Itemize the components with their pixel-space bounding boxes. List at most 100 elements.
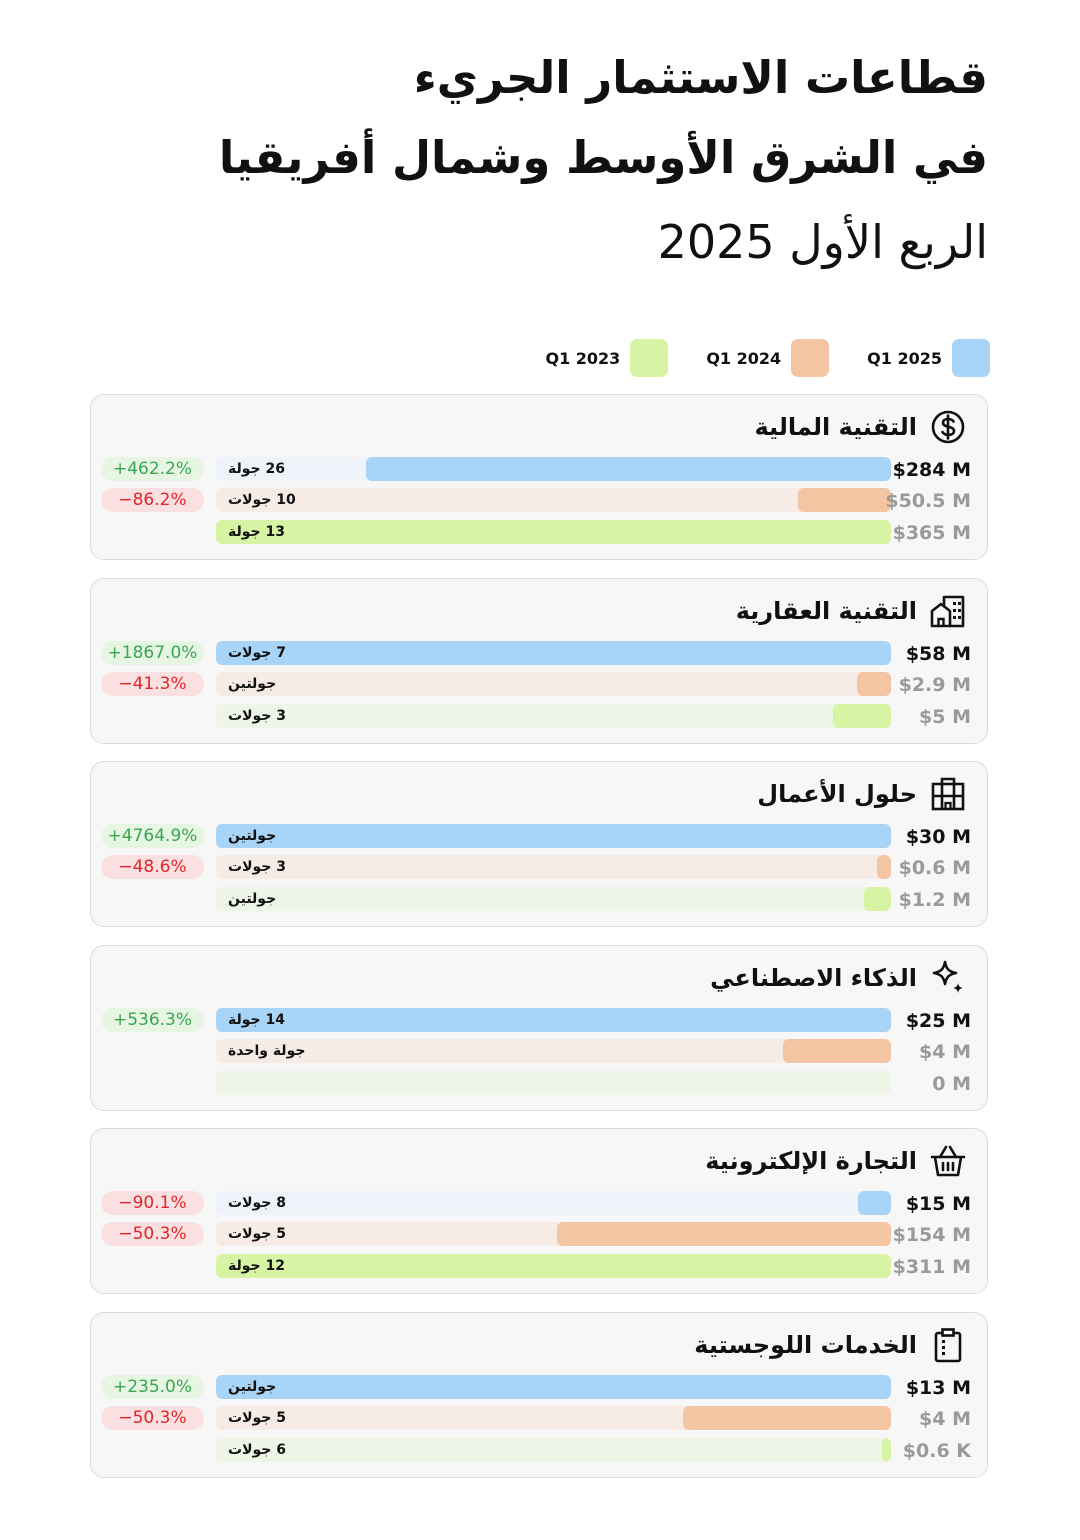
- rounds-label: 3 جولات: [228, 707, 286, 724]
- value-label: $0.6 M: [898, 857, 971, 879]
- value-label: $1.2 M: [898, 889, 971, 911]
- sector-card: التقنية العقارية 7 جولات $58 M +1867.0% جولت…: [90, 577, 989, 744]
- value-label: $25 M: [905, 1009, 971, 1032]
- value-label: $13 M: [905, 1376, 971, 1399]
- bar: [683, 1405, 891, 1430]
- bar-row: 13 جولة $365 M: [91, 520, 989, 544]
- rounds-label: 13 جولة: [228, 524, 285, 540]
- sector-header: حلول الأعمال: [757, 774, 967, 814]
- bar-row: 14 جولة $25 M +536.3%: [91, 1007, 989, 1032]
- bar-track: 13 جولة: [216, 520, 891, 544]
- value-label: 0 M: [932, 1072, 971, 1095]
- bar-row: 3 جولات $0.6 M −48.6%: [91, 855, 989, 879]
- bar: [557, 1222, 891, 1246]
- bar: [216, 1007, 891, 1032]
- value-label: $0.6 K: [902, 1439, 971, 1462]
- sector-name: حلول الأعمال: [757, 780, 917, 808]
- bar-row: 5 جولات $154 M −50.3%: [91, 1222, 989, 1246]
- value-label: $4 M: [919, 1040, 971, 1063]
- bar-row: 6 جولات $0.6 K: [91, 1437, 989, 1462]
- change-badge: +4764.9%: [101, 824, 204, 848]
- rounds-label: جولتين: [228, 891, 277, 907]
- rounds-label: 6 جولات: [228, 1441, 286, 1458]
- rounds-label: جولتين: [228, 675, 277, 692]
- bar: [216, 640, 891, 665]
- legend-item-q1-2023: Q1 2023: [545, 339, 669, 377]
- bar-row: جولتين $2.9 M −41.3%: [91, 671, 989, 696]
- sector-name: الذكاء الاصطناعي: [710, 963, 917, 992]
- dollar-icon: [917, 408, 967, 446]
- sector-card: حلول الأعمال جولتين $30 M +4764.9% 3 جولات $0…: [90, 761, 988, 927]
- bar: [216, 1254, 891, 1278]
- value-label: $154 M: [892, 1224, 971, 1246]
- change-badge: −90.1%: [101, 1191, 204, 1215]
- rounds-label: 14 جولة: [228, 1011, 285, 1028]
- rounds-label: 5 جولات: [228, 1409, 286, 1426]
- bar-row: 3 جولات $5 M: [91, 703, 989, 728]
- sector-header: الخدمات اللوجستية: [694, 1325, 967, 1365]
- value-label: $30 M: [905, 826, 971, 848]
- bar-track: 5 جولات: [216, 1222, 891, 1246]
- bar-track: 3 جولات: [216, 855, 891, 879]
- rounds-label: 5 جولات: [228, 1226, 286, 1242]
- sparkle-icon: [917, 959, 967, 997]
- bar-track: 8 جولات: [216, 1191, 891, 1215]
- bar-row: جولة واحدة $4 M: [91, 1038, 989, 1063]
- change-badge: −50.3%: [101, 1222, 204, 1246]
- value-label: $50.5 M: [885, 490, 971, 512]
- bar: [858, 1191, 891, 1215]
- change-badge: −41.3%: [101, 671, 204, 696]
- rounds-label: جولتين: [228, 1378, 277, 1395]
- clipboard-icon: [917, 1326, 967, 1364]
- bar-track: جولتين: [216, 824, 891, 848]
- value-label: $58 M: [905, 642, 971, 665]
- sector-name: التقنية المالية: [754, 413, 917, 441]
- bar: [833, 703, 891, 728]
- bar: [857, 671, 891, 696]
- bar-track: 6 جولات: [216, 1437, 891, 1462]
- basket-icon: [917, 1142, 967, 1180]
- legend-swatch-q1-2023: [630, 339, 669, 377]
- bar-track: 12 جولة: [216, 1254, 891, 1278]
- chart-title-line-2: في الشرق الأوسط وشمال أفريقيا: [218, 131, 988, 184]
- bar-row: 0 M: [91, 1070, 989, 1095]
- legend-label-q1-2024: Q1 2024: [706, 348, 782, 368]
- chart-title-block: قطاعات الاستثمار الجريء في الشرق الأوسط …: [88, 38, 988, 282]
- value-label: $365 M: [892, 522, 971, 544]
- sector-card: التقنية المالية 26 جولة $284 M +462.2% 10 جو…: [90, 394, 988, 560]
- value-label: $284 M: [892, 459, 971, 481]
- rounds-label: 26 جولة: [228, 461, 285, 477]
- value-label: $4 M: [919, 1407, 971, 1430]
- bar-track: 5 جولات: [216, 1405, 891, 1430]
- change-badge: −50.3%: [101, 1405, 204, 1430]
- bar: [216, 520, 891, 544]
- sector-name: الخدمات اللوجستية: [694, 1330, 917, 1359]
- rounds-label: 12 جولة: [228, 1258, 285, 1274]
- bar-track: 3 جولات: [216, 703, 891, 728]
- sector-header: الذكاء الاصطناعي: [710, 958, 967, 998]
- rounds-label: 3 جولات: [228, 859, 286, 875]
- bar: [877, 855, 891, 879]
- bar-track: 26 جولة: [216, 457, 891, 481]
- bar-track: جولتين: [216, 1374, 891, 1399]
- value-label: $5 M: [919, 705, 971, 728]
- office-building-icon: [917, 775, 967, 813]
- legend-swatch-q1-2025: [952, 339, 990, 377]
- sector-card: الخدمات اللوجستية جولتين $13 M +235.0% 5 جول…: [90, 1311, 989, 1478]
- sector-header: التقنية العقارية: [736, 591, 967, 631]
- chart-subtitle: الربع الأول 2025: [657, 215, 988, 269]
- sector-card: التجارة الإلكترونية 8 جولات $15 M −90.1% 5 ج…: [90, 1128, 988, 1294]
- bar-track: جولة واحدة: [216, 1038, 891, 1063]
- change-badge: +536.3%: [101, 1007, 204, 1032]
- rounds-label: 8 جولات: [228, 1195, 286, 1211]
- bar-row: 10 جولات $50.5 M −86.2%: [91, 488, 989, 512]
- bar-track: 7 جولات: [216, 640, 891, 665]
- change-badge: +235.0%: [101, 1374, 204, 1399]
- bar-track: [216, 1070, 891, 1095]
- legend-item-q1-2025: Q1 2025: [867, 339, 990, 377]
- bar-row: 8 جولات $15 M −90.1%: [91, 1191, 989, 1215]
- legend: Q1 2025 Q1 2024 Q1 2023: [507, 339, 990, 377]
- sector-header: التقنية المالية: [754, 407, 967, 447]
- sector-header: التجارة الإلكترونية: [705, 1141, 967, 1181]
- chart-title-line-1: قطاعات الاستثمار الجريء: [413, 51, 988, 104]
